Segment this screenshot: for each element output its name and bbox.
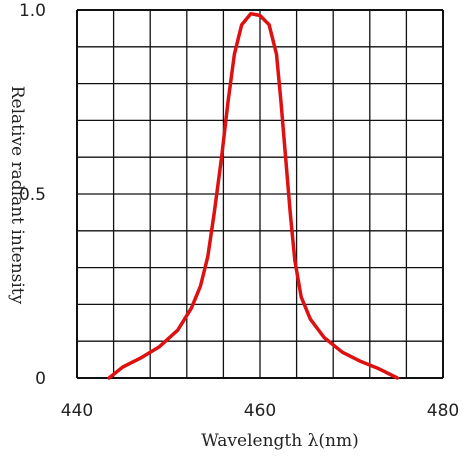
x-axis-title: Wavelength λ(nm): [201, 431, 358, 451]
y-tick-label: 0: [35, 369, 46, 389]
spectrum-curve: [107, 11, 400, 380]
series-layer: [107, 11, 400, 380]
grid: [76, 9, 444, 379]
y-tick-labels: 0 0.5 1.0: [19, 1, 46, 389]
y-tick-label: 0.5: [19, 185, 46, 205]
x-tick-label: 460: [244, 401, 276, 421]
y-tick-label: 1.0: [19, 1, 46, 21]
x-tick-label: 440: [61, 401, 93, 421]
y-axis-title: Relative radiant intensity: [7, 86, 27, 305]
x-tick-label: 480: [427, 401, 459, 421]
x-tick-labels: 440 460 480: [61, 401, 459, 421]
